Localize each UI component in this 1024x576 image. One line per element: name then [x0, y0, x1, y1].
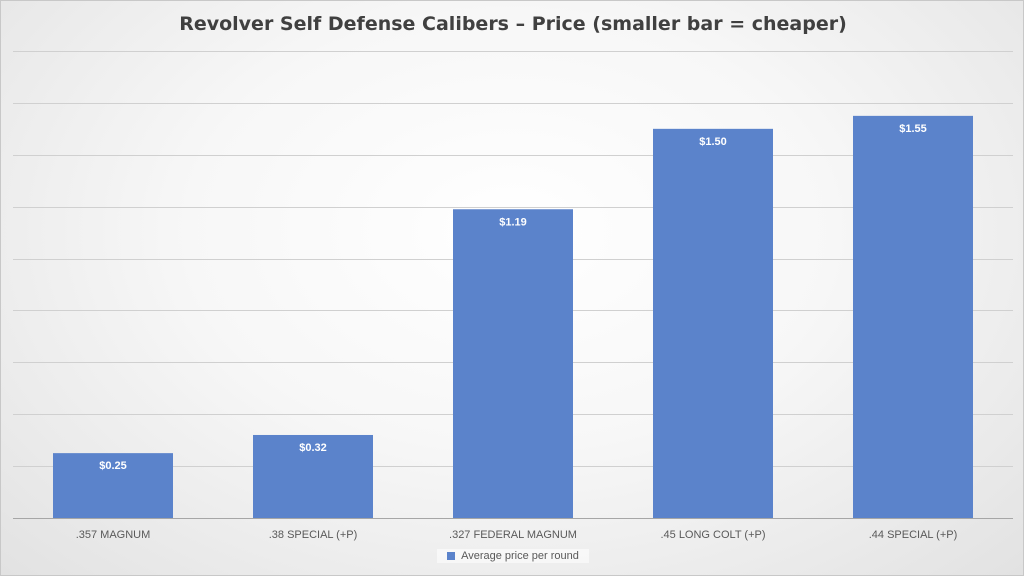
bar	[653, 128, 773, 518]
x-tick-label: .357 MAGNUM	[76, 529, 151, 541]
data-label: $0.25	[99, 460, 127, 472]
bar	[253, 434, 373, 518]
x-tick-label: .45 LONG COLT (+P)	[660, 529, 765, 541]
data-label: $0.32	[299, 442, 327, 454]
bar	[853, 115, 973, 518]
data-label: $1.19	[499, 216, 527, 228]
chart-title: Revolver Self Defense Calibers – Price (…	[179, 13, 847, 35]
legend-label: Average price per round	[461, 550, 579, 562]
legend-item: Average price per round	[437, 549, 589, 563]
data-label: $1.50	[699, 136, 727, 148]
legend: Average price per round	[1, 549, 1023, 563]
data-label: $1.55	[899, 123, 927, 135]
x-tick-label: .38 SPECIAL (+P)	[269, 529, 358, 541]
bar	[453, 209, 573, 518]
bar	[53, 453, 173, 518]
legend-swatch	[447, 552, 456, 560]
x-tick-label: .327 FEDERAL MAGNUM	[449, 529, 577, 541]
x-tick-label: .44 SPECIAL (+P)	[869, 529, 958, 541]
